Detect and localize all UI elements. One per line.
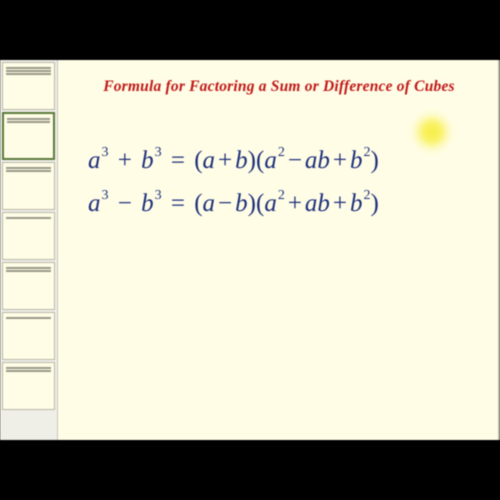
slide-main: Formula for Factoring a Sum or Differenc… [58,60,500,440]
paren: ) [248,190,256,217]
paren: ) [371,147,379,174]
operator: + [115,147,135,174]
exponent: 2 [364,145,371,160]
thumbnail-slide[interactable] [2,312,55,360]
term: a [203,147,216,174]
thumbnail-slide[interactable] [2,212,55,260]
operator: − [115,190,135,217]
paren: ( [194,147,202,174]
exponent: 2 [278,145,285,160]
slide-title: Formula for Factoring a Sum or Differenc… [78,78,480,96]
term: a [203,190,216,217]
thumbnail-slide[interactable] [2,262,55,310]
operator: − [215,190,235,217]
operator: − [285,147,305,174]
exponent: 3 [155,145,162,160]
term: b [350,190,363,217]
term: a [88,147,101,174]
formula-sum-of-cubes: a3 + b3 = (a+b)(a2−ab+b2) [88,140,480,183]
exponent: 3 [155,188,162,203]
exponent: 2 [278,188,285,203]
operator: + [330,190,350,217]
slide-stage: Formula for Factoring a Sum or Differenc… [0,60,500,440]
term: ab [305,147,330,174]
equals: = [168,147,188,174]
term: a [264,190,277,217]
slide-thumbnails-sidebar [0,60,58,440]
formula-difference-of-cubes: a3 − b3 = (a−b)(a2+ab+b2) [88,183,480,226]
term: b [141,147,154,174]
thumbnail-slide[interactable] [2,362,55,410]
exponent: 3 [102,188,109,203]
exponent: 2 [364,188,371,203]
operator: + [215,147,235,174]
term: a [88,190,101,217]
term: a [264,147,277,174]
equals: = [168,190,188,217]
paren: ( [194,190,202,217]
operator: + [285,190,305,217]
term: b [235,147,248,174]
thumbnail-slide[interactable] [2,162,55,210]
thumbnail-slide[interactable] [2,112,55,160]
term: b [235,190,248,217]
formula-block: a3 + b3 = (a+b)(a2−ab+b2) a3 − b3 = (a−b… [78,140,480,225]
term: ab [305,190,330,217]
thumbnail-slide[interactable] [2,62,55,110]
exponent: 3 [102,145,109,160]
paren: ) [248,147,256,174]
paren: ) [371,190,379,217]
operator: + [330,147,350,174]
term: b [350,147,363,174]
term: b [141,190,154,217]
